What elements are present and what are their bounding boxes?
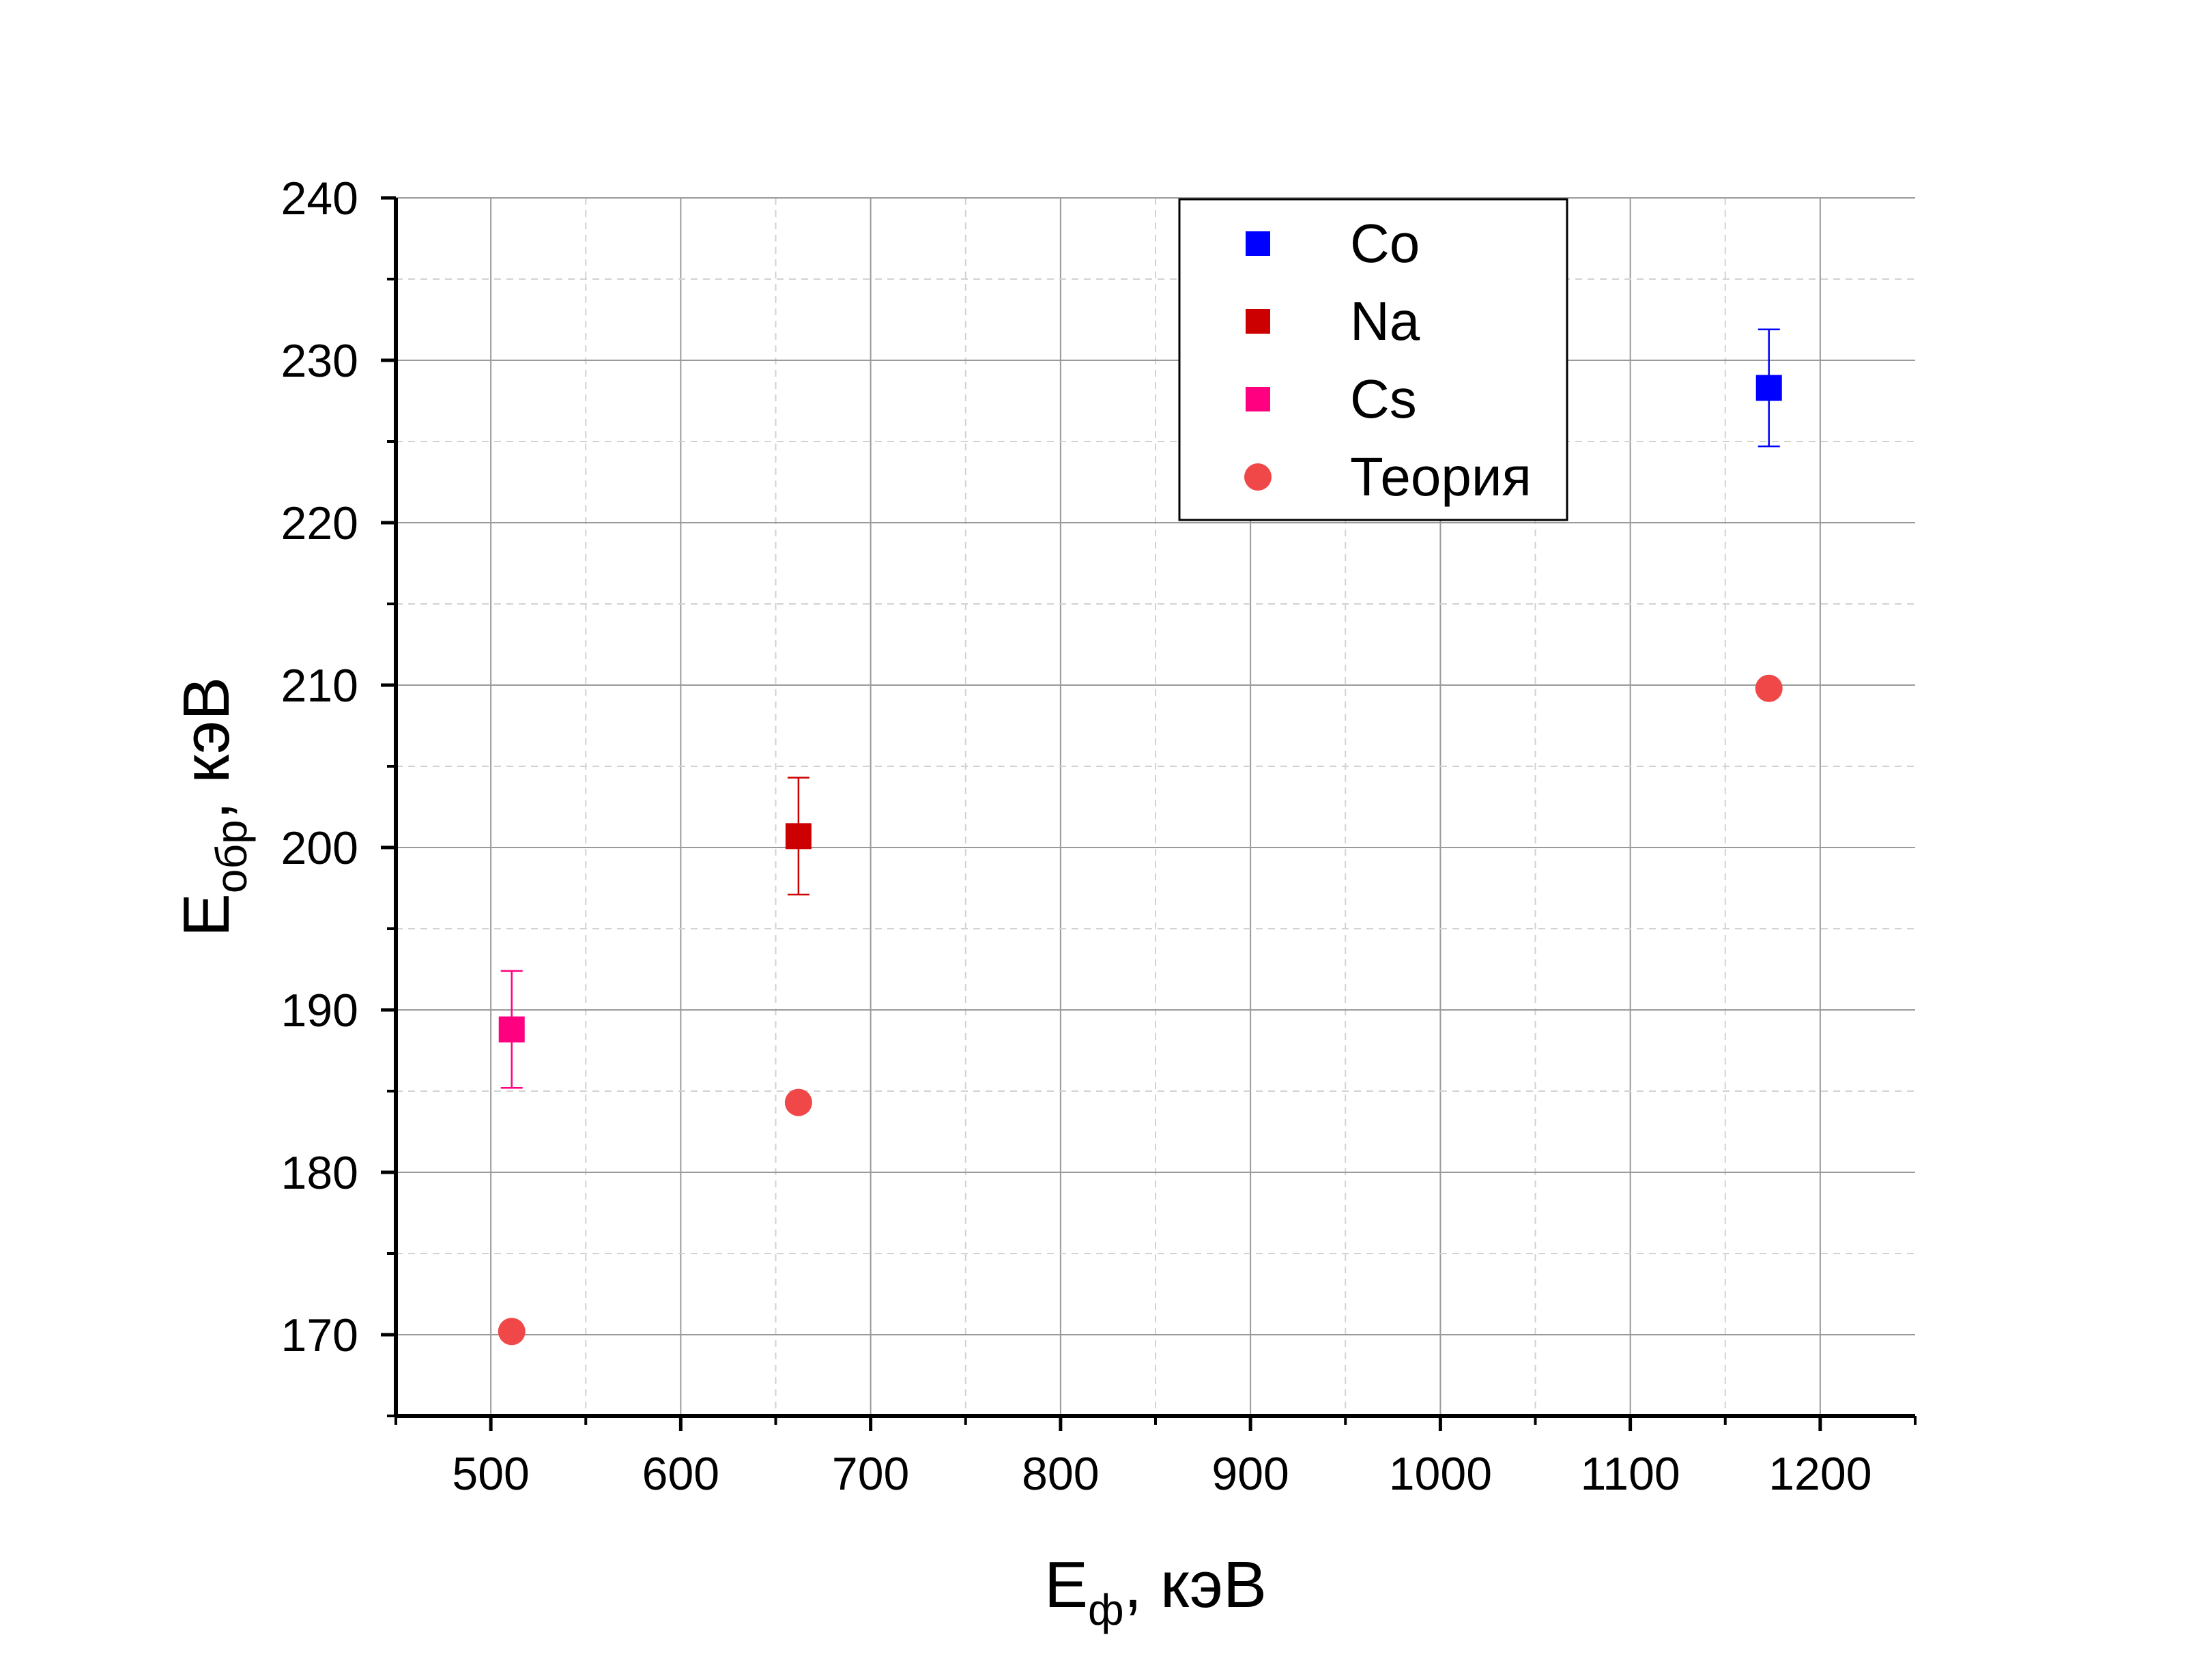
x-tick-label: 700 bbox=[832, 1448, 909, 1500]
x-tick-label: 800 bbox=[1022, 1448, 1099, 1500]
y-tick-label: 190 bbox=[281, 985, 358, 1037]
data-point-square bbox=[785, 823, 812, 850]
y-tick-label: 200 bbox=[281, 822, 358, 874]
x-tick-label: 500 bbox=[452, 1448, 529, 1500]
ticks: 500 600 700 800 900 1000 1100 1200 170 180 190 200 2… bbox=[281, 173, 1917, 1500]
y-tick-label: 220 bbox=[281, 497, 358, 549]
y-tick-label: 170 bbox=[281, 1309, 358, 1361]
y-tick-label: 230 bbox=[281, 335, 358, 387]
x-tick-label: 1100 bbox=[1581, 1448, 1680, 1500]
x-tick-label: 900 bbox=[1211, 1448, 1289, 1500]
grid bbox=[396, 197, 1915, 1416]
legend-marker-square bbox=[1246, 387, 1270, 411]
legend-label: Na bbox=[1350, 291, 1420, 351]
data-point-circle bbox=[498, 1318, 526, 1346]
legend-label: Cs bbox=[1350, 368, 1417, 429]
data-point-circle bbox=[1755, 674, 1783, 702]
legend-box bbox=[1178, 198, 1568, 521]
legend-label: Теория bbox=[1350, 446, 1532, 507]
y-tick-label: 240 bbox=[281, 173, 358, 225]
legend-marker-circle bbox=[1244, 463, 1272, 491]
y-axis-title: Eобр, кэВ bbox=[170, 677, 256, 937]
y-tick-label: 210 bbox=[281, 660, 358, 712]
data-point-square bbox=[498, 1016, 525, 1043]
legend-marker-square bbox=[1246, 309, 1270, 334]
x-tick-label: 1200 bbox=[1768, 1448, 1871, 1500]
data-points bbox=[498, 328, 1783, 1346]
y-tick-label: 180 bbox=[281, 1147, 358, 1199]
data-point-square bbox=[1755, 375, 1782, 401]
x-tick-label: 1000 bbox=[1389, 1448, 1492, 1500]
x-axis-title: Eф, кэВ bbox=[1044, 1548, 1267, 1634]
legend-label: Co bbox=[1350, 213, 1420, 274]
legend-marker-square bbox=[1246, 231, 1270, 256]
x-tick-label: 600 bbox=[642, 1448, 719, 1500]
data-point-circle bbox=[784, 1088, 812, 1116]
legend: Co Na Cs Теория bbox=[1178, 198, 1568, 521]
